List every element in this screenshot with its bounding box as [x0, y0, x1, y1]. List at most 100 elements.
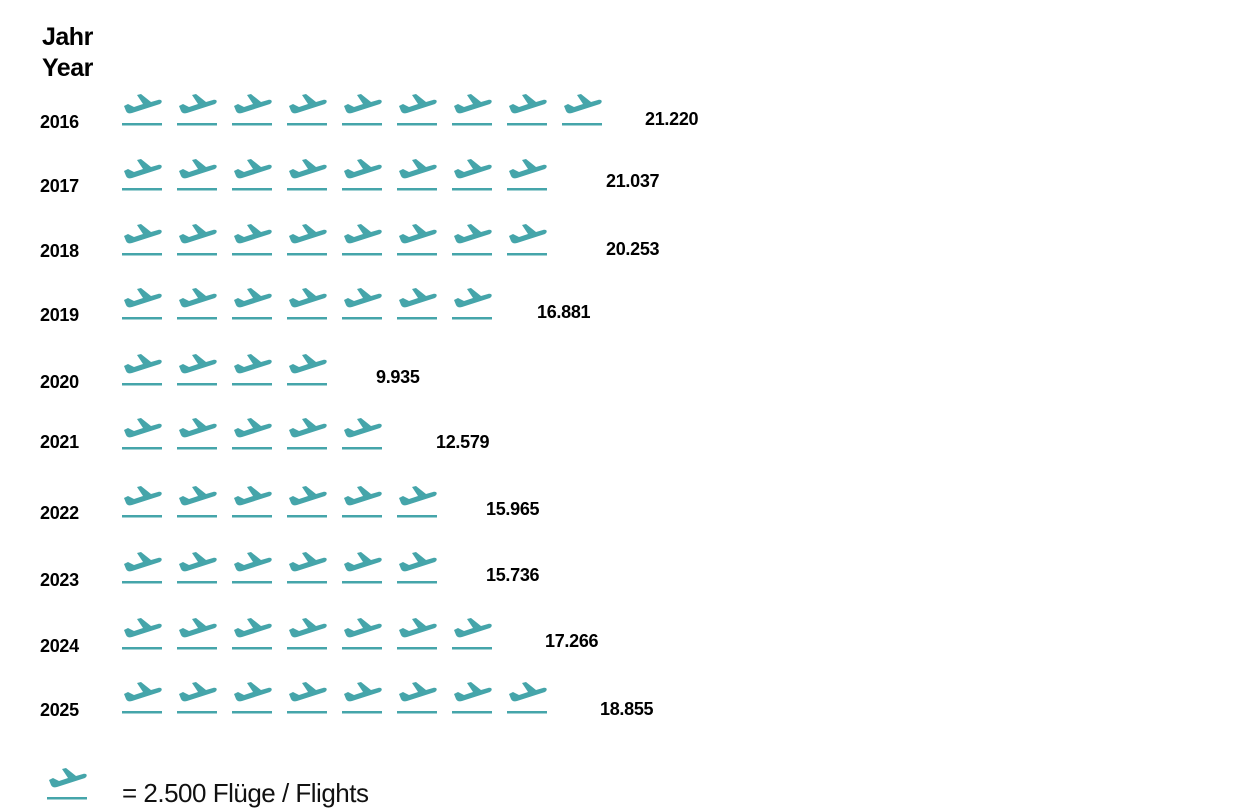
plane-departure-icon: [452, 224, 492, 256]
plane-departure-icon: [122, 486, 162, 518]
plane-departure-icon: [342, 94, 382, 126]
plane-departure-icon: [177, 94, 217, 126]
icon-group: [121, 484, 451, 520]
value-label: 15.736: [486, 565, 540, 585]
value-label: 12.579: [436, 432, 490, 452]
plane-departure-icon: [177, 159, 217, 191]
plane-departure-icon: [287, 418, 327, 450]
year-label: 2017: [40, 176, 79, 196]
plane-departure-icon: [342, 682, 382, 714]
value-label: 9.935: [376, 367, 420, 387]
plane-departure-icon: [177, 552, 217, 584]
chart-row-2018: 2018 20.253: [0, 222, 1242, 262]
plane-departure-icon: [342, 486, 382, 518]
plane-departure-icon: [122, 288, 162, 320]
plane-departure-icon: [397, 486, 437, 518]
plane-departure-icon: [342, 618, 382, 650]
plane-departure-icon: [232, 354, 272, 386]
plane-departure-icon: [397, 94, 437, 126]
header-year: Year: [42, 54, 93, 82]
axis-header: Jahr Year: [42, 22, 93, 84]
plane-departure-icon: [342, 288, 382, 320]
year-label: 2016: [40, 112, 79, 132]
icon-group: [121, 157, 561, 193]
plane-departure-icon: [232, 486, 272, 518]
plane-departure-icon: [177, 224, 217, 256]
plane-departure-icon: [452, 94, 492, 126]
plane-departure-icon: [122, 682, 162, 714]
year-label: 2018: [40, 241, 79, 261]
year-label: 2025: [40, 700, 79, 720]
year-label: 2021: [40, 432, 79, 452]
plane-departure-icon: [397, 618, 437, 650]
plane-departure-icon: [232, 552, 272, 584]
plane-departure-icon: [287, 288, 327, 320]
value-label: 21.220: [645, 109, 699, 129]
chart-row-2020: 2020 9.935: [0, 352, 1242, 392]
chart-row-2023: 2023 15.736: [0, 550, 1242, 590]
value-label: 17.266: [545, 631, 599, 651]
icon-group: [121, 680, 561, 716]
plane-departure-icon: [452, 159, 492, 191]
plane-departure-icon: [177, 418, 217, 450]
chart-row-2017: 2017 21.037: [0, 157, 1242, 197]
plane-departure-icon: [287, 552, 327, 584]
plane-departure-icon: [287, 682, 327, 714]
plane-departure-icon: [177, 618, 217, 650]
plane-departure-icon: [342, 552, 382, 584]
value-label: 21.037: [606, 171, 660, 191]
plane-departure-icon: [232, 224, 272, 256]
plane-departure-icon: [342, 159, 382, 191]
chart-row-2016: 2016 21.220: [0, 92, 1242, 132]
plane-departure-icon: [232, 618, 272, 650]
plane-departure-icon: [122, 94, 162, 126]
icon-group: [121, 416, 396, 452]
plane-departure-icon: [397, 288, 437, 320]
plane-departure-icon: [562, 94, 602, 126]
plane-departure-icon: [232, 159, 272, 191]
legend-text: = 2.500 Flüge / Flights: [122, 778, 369, 808]
icon-group: [121, 222, 561, 258]
plane-departure-icon: [342, 418, 382, 450]
value-label: 16.881: [537, 302, 591, 322]
plane-departure-icon: [232, 94, 272, 126]
value-label: 18.855: [600, 699, 654, 719]
chart-row-2024: 2024 17.266: [0, 616, 1242, 656]
plane-departure-icon: [397, 552, 437, 584]
plane-departure-icon: [507, 224, 547, 256]
icon-group: [121, 550, 451, 586]
plane-departure-icon: [397, 224, 437, 256]
plane-departure-icon: [122, 224, 162, 256]
year-label: 2022: [40, 503, 79, 523]
plane-departure-icon: [507, 94, 547, 126]
plane-departure-icon: [287, 94, 327, 126]
chart-row-2019: 2019 16.881: [0, 286, 1242, 326]
plane-departure-icon: [177, 682, 217, 714]
plane-departure-icon: [287, 354, 327, 386]
plane-departure-icon: [47, 768, 87, 800]
plane-departure-icon: [507, 682, 547, 714]
plane-departure-icon: [177, 486, 217, 518]
plane-departure-icon: [287, 159, 327, 191]
chart-row-2025: 2025 18.855: [0, 680, 1242, 720]
plane-departure-icon: [452, 682, 492, 714]
year-label: 2019: [40, 305, 79, 325]
header-jahr: Jahr: [42, 23, 93, 51]
chart-row-2021: 2021 12.579: [0, 416, 1242, 456]
plane-departure-icon: [342, 224, 382, 256]
icon-group: [121, 92, 616, 128]
plane-departure-icon: [287, 618, 327, 650]
plane-departure-icon: [122, 552, 162, 584]
plane-departure-icon: [232, 682, 272, 714]
plane-departure-icon: [122, 418, 162, 450]
icon-group: [121, 286, 506, 322]
plane-departure-icon: [287, 486, 327, 518]
plane-departure-icon: [397, 159, 437, 191]
year-label: 2020: [40, 372, 79, 392]
plane-departure-icon: [122, 354, 162, 386]
year-label: 2023: [40, 570, 79, 590]
chart-row-2022: 2022 15.965: [0, 484, 1242, 524]
plane-departure-icon: [177, 288, 217, 320]
year-label: 2024: [40, 636, 79, 656]
plane-departure-icon: [507, 159, 547, 191]
